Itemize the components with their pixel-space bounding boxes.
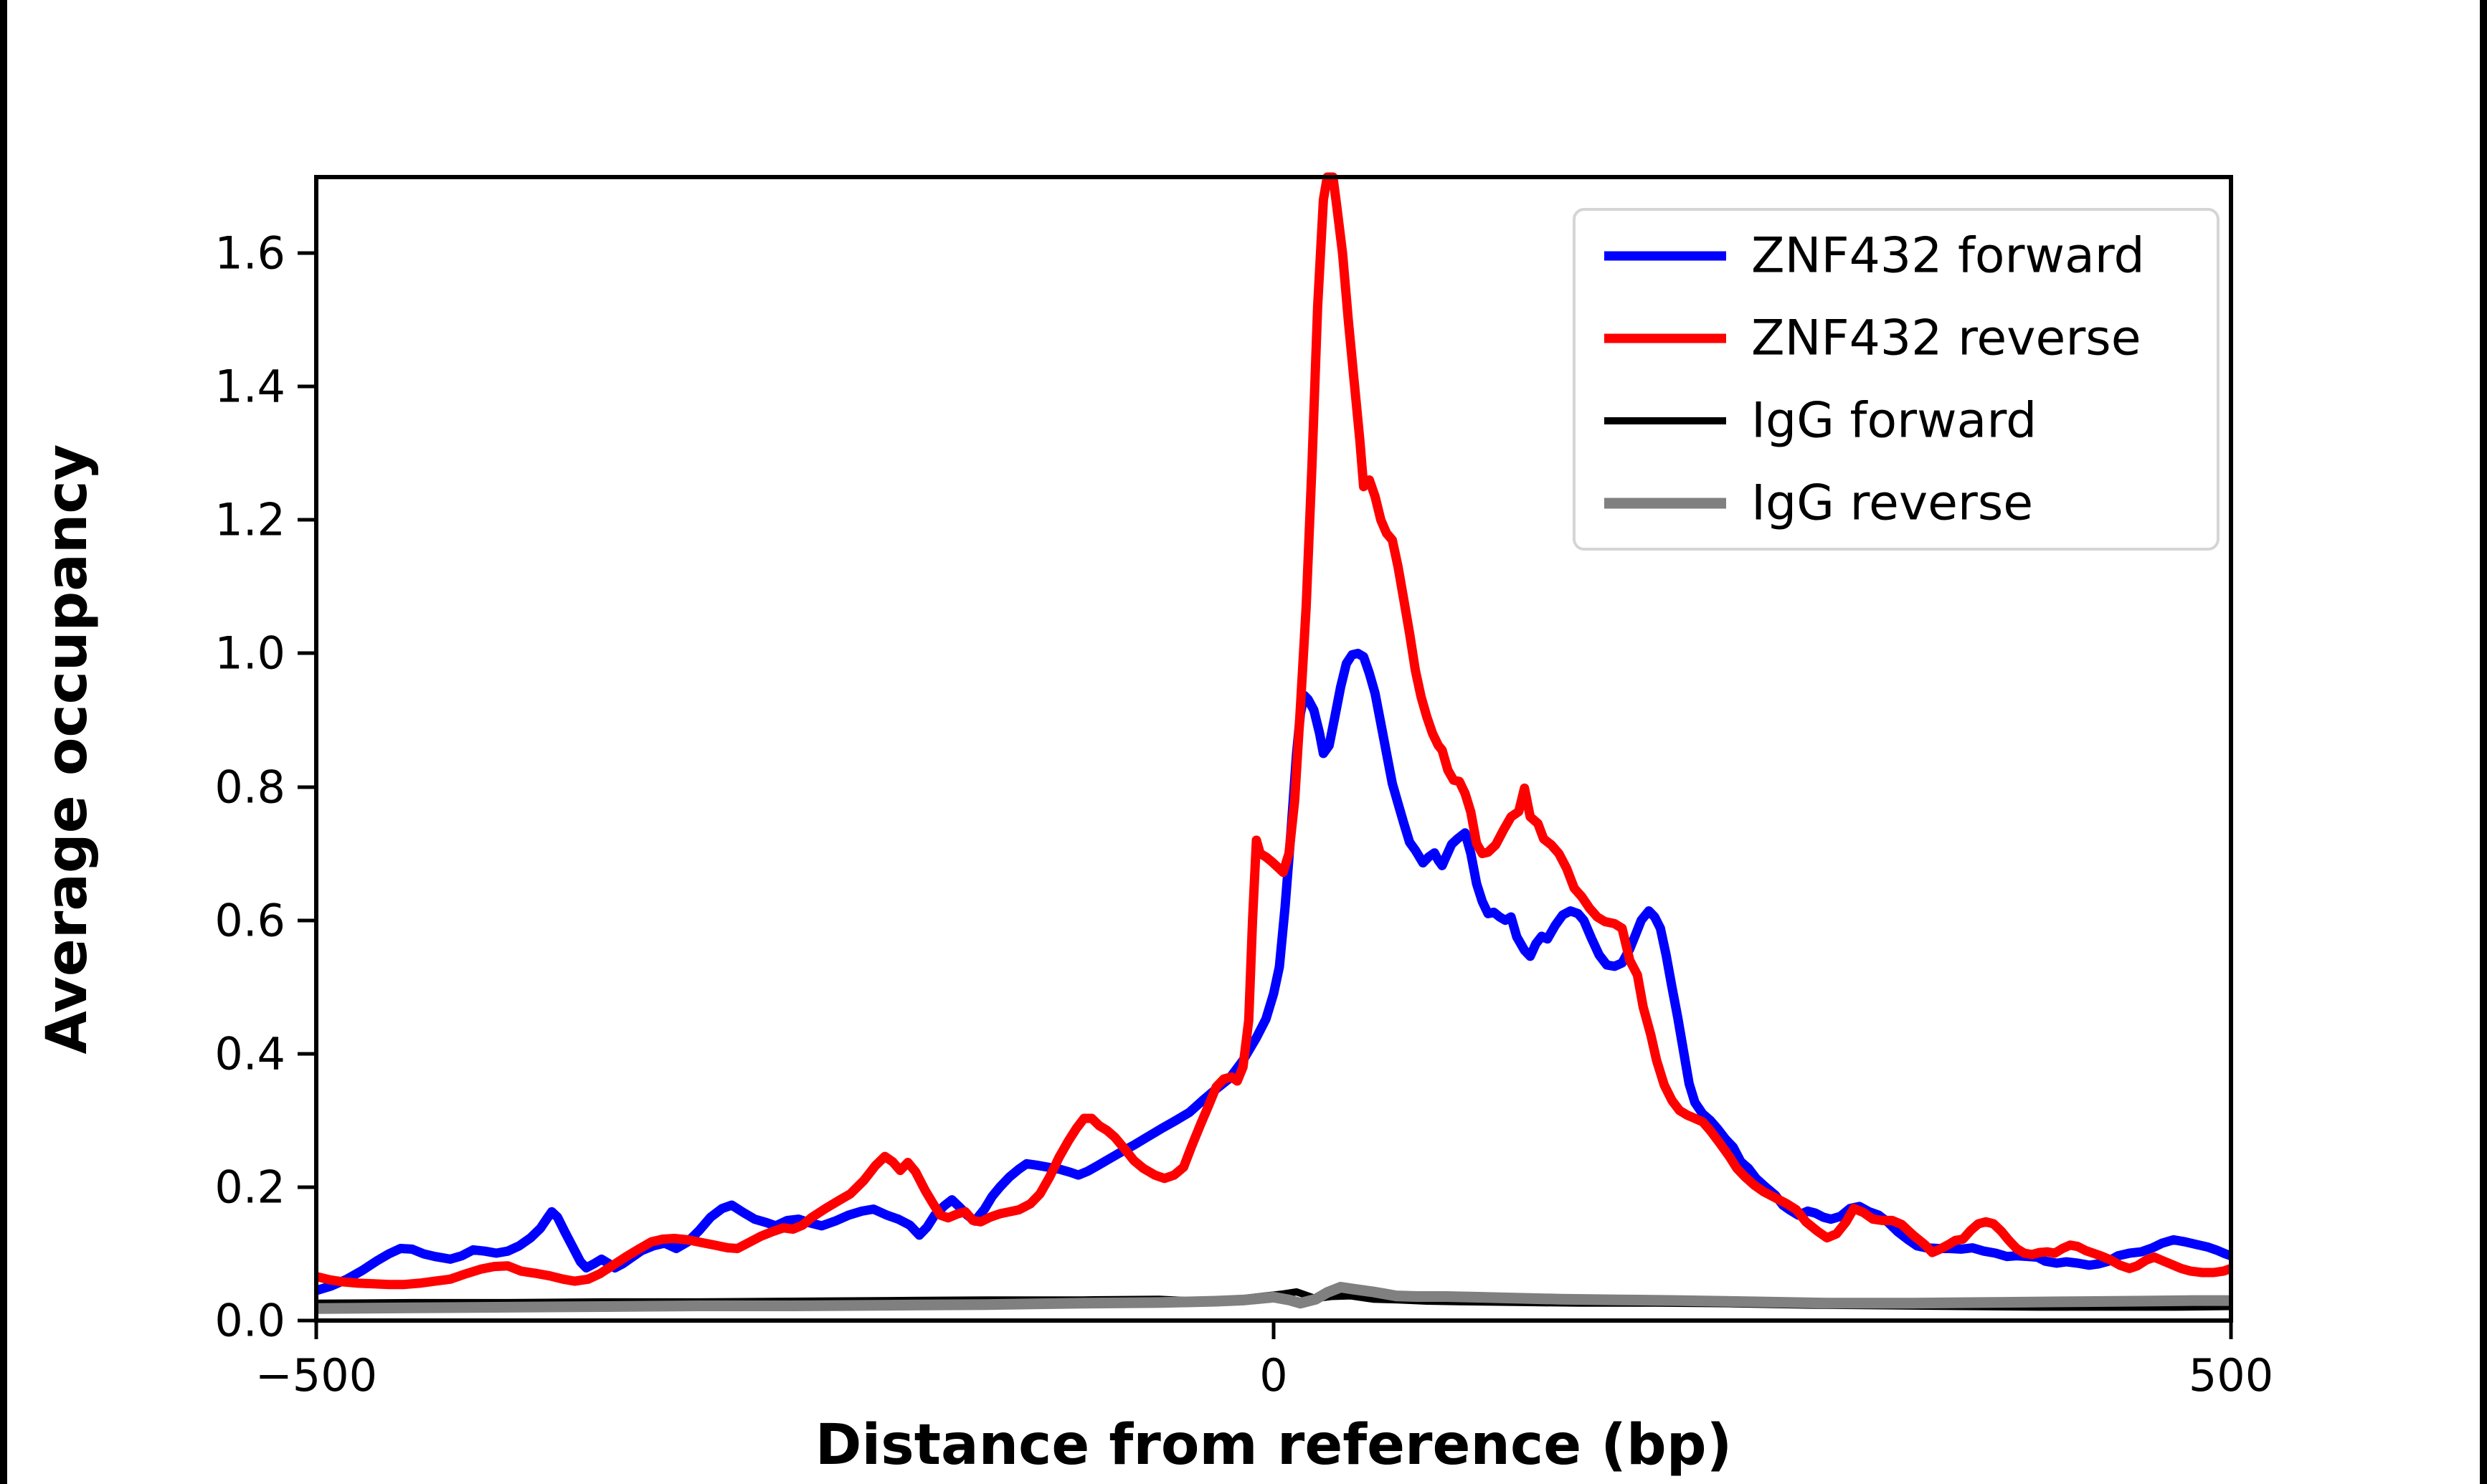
y-axis-tick-labels: 0.0 0.2 0.4 0.6 0.8 1.0 1.2 1.4 1.6	[214, 227, 285, 1347]
x-tick-label: 500	[2189, 1349, 2273, 1402]
right-edge-strip	[2480, 0, 2487, 1484]
legend-box	[1573, 208, 2220, 551]
y-tick-label: 1.4	[214, 361, 285, 413]
y-tick-label: 1.2	[214, 494, 285, 546]
series-line-znf432-forward	[316, 648, 2231, 1295]
x-tick-label: 0	[1259, 1349, 1287, 1402]
y-tick-label: 0.8	[214, 761, 285, 814]
x-axis-tick-labels: −500 0 500	[255, 1349, 2273, 1402]
y-tick-label: 1.6	[214, 227, 285, 280]
y-tick-label: 0.2	[214, 1161, 285, 1214]
series-line-igg-reverse	[316, 1282, 2231, 1314]
left-edge-strip	[0, 0, 7, 1484]
y-tick-label: 0.6	[214, 895, 285, 947]
legend-label-igg-forward: IgG forward	[1751, 393, 2037, 450]
legend: ZNF432 forward ZNF432 reverse IgG forwar…	[1573, 208, 2220, 551]
y-tick-label: 0.0	[214, 1295, 285, 1347]
x-tick-label: −500	[255, 1349, 377, 1402]
y-tick-label: 1.0	[214, 627, 285, 680]
y-axis-label: Average occupancy	[35, 444, 100, 1055]
x-axis-label: Distance from reference (bp)	[815, 1413, 1732, 1478]
x-axis-ticks	[314, 1321, 2233, 1339]
series-line-znf432-reverse	[316, 172, 2231, 1290]
y-tick-label: 0.4	[214, 1028, 285, 1080]
legend-label-znf432-reverse: ZNF432 reverse	[1751, 310, 2141, 367]
legend-label-znf432-forward: ZNF432 forward	[1751, 228, 2145, 285]
legend-label-igg-reverse: IgG reverse	[1751, 475, 2033, 532]
y-axis-ticks	[298, 251, 316, 1323]
plot-series-layer	[316, 172, 2231, 1314]
